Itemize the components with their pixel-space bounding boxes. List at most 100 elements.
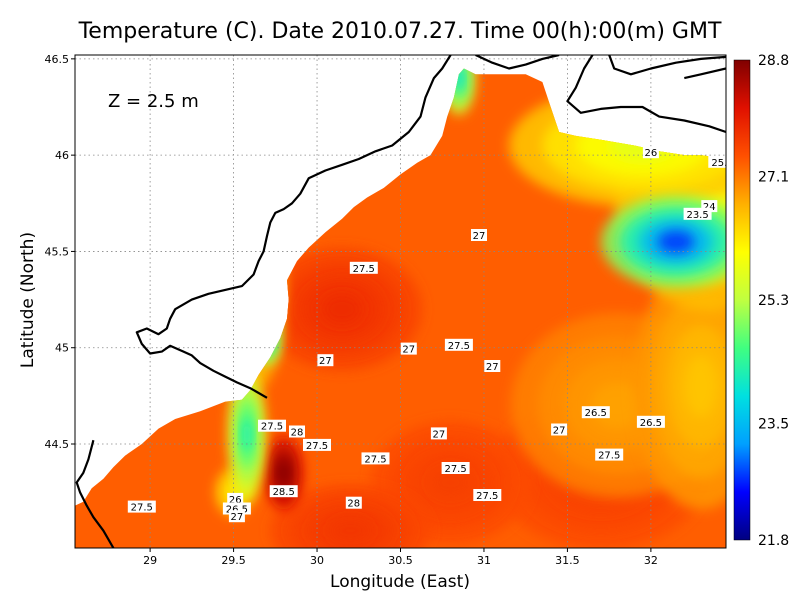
- contour-label: 27.5: [131, 503, 153, 514]
- contour-label: 25.: [711, 158, 727, 169]
- x-tick-label: 29: [143, 554, 157, 567]
- contour-label: 27.5: [476, 491, 498, 502]
- contour-label-background: [581, 406, 610, 419]
- contour-label-background: [227, 492, 244, 505]
- contour-label-background: [127, 500, 156, 513]
- contour-label: 27: [402, 345, 415, 356]
- temperature-anomaly: [322, 293, 363, 325]
- contour-label: 28: [291, 428, 304, 439]
- contour-label-background: [289, 425, 305, 438]
- coastline-segment: [566, 55, 726, 134]
- y-axis-label: Latitude (North): [18, 232, 38, 368]
- contour-label-background: [484, 360, 501, 372]
- x-tick-label: 31.5: [555, 554, 580, 567]
- temperature-anomaly: [430, 467, 471, 498]
- y-tick-label: 45.5: [45, 245, 70, 258]
- x-tick-label: 30: [310, 554, 324, 567]
- x-tick-label: 31: [477, 554, 491, 567]
- contour-label-background: [551, 423, 568, 436]
- contour-label: 27: [433, 429, 446, 440]
- y-tick-label: 46: [55, 149, 69, 162]
- temperature-anomaly: [330, 519, 371, 543]
- coastline-segment: [135, 55, 452, 399]
- contour-label: 27: [231, 512, 244, 523]
- contour-label: 23.5: [686, 210, 708, 221]
- y-tick-label: 45: [55, 342, 69, 355]
- colorbar-tick-label: 28.8: [758, 53, 789, 69]
- y-axis-ticks: 44.5 45 45.5 46 46.5: [45, 53, 75, 451]
- contour-label-background: [317, 354, 334, 367]
- contour-label-background: [400, 342, 417, 355]
- colorbar-ticks: 28.8 27.1 25.3 23.5 21.8: [758, 53, 789, 549]
- contour-label-background: [269, 485, 298, 498]
- contour-label-background: [258, 419, 286, 432]
- temperature-anomaly: [278, 463, 289, 483]
- contour-label: 27: [473, 231, 486, 242]
- temperature-anomaly: [253, 310, 281, 366]
- contour-label: 27.5: [448, 341, 470, 352]
- contour-label: 26: [645, 148, 658, 159]
- temperature-anomaly: [242, 417, 252, 452]
- contour-label: 27.5: [306, 441, 328, 452]
- temperature-anomaly: [684, 355, 718, 418]
- colorbar-tick-label: 27.1: [758, 170, 789, 186]
- contour-label: 26: [229, 495, 242, 506]
- contour-label: 27.5: [598, 451, 620, 462]
- contour-label: 26.5: [585, 408, 607, 419]
- temperature-anomaly: [657, 230, 695, 254]
- contour-label-background: [708, 155, 731, 168]
- temperature-anomaly: [256, 317, 277, 359]
- y-tick-label: 44.5: [45, 438, 70, 451]
- coastline-segment: [684, 67, 726, 80]
- temperature-anomaly: [231, 172, 286, 389]
- colorbar-tick-label: 21.8: [758, 533, 789, 549]
- depth-label: Z = 2.5 m: [108, 91, 199, 112]
- contour-label-background: [683, 207, 712, 220]
- contour-label: 27.5: [261, 422, 283, 433]
- grid-lines: [75, 55, 726, 548]
- temperature-anomaly: [454, 68, 463, 88]
- x-axis-label: Longitude (East): [330, 572, 470, 592]
- contour-label-background: [441, 462, 470, 474]
- contour-label: 27.5: [353, 264, 375, 275]
- coastline-segment: [608, 55, 726, 76]
- temperature-anomaly: [260, 324, 274, 352]
- x-tick-label: 32: [644, 554, 658, 567]
- contour-label-background: [361, 452, 390, 465]
- temperature-anomaly: [238, 199, 279, 362]
- temperature-anomaly: [575, 114, 710, 177]
- contour-label-background: [349, 261, 378, 274]
- coastline: [75, 55, 726, 548]
- contour-label-background: [303, 438, 331, 451]
- contour-label: 27.5: [444, 464, 466, 475]
- contour-label: 27: [486, 362, 499, 373]
- contour-label-background: [345, 496, 362, 509]
- contour-label-background: [471, 229, 487, 241]
- contour-label: 27: [553, 426, 566, 437]
- coastline-segment: [75, 439, 115, 548]
- x-axis-ticks: 29 29.5 30 30.5 31 31.5 32: [143, 548, 658, 567]
- coastline-segment: [475, 55, 560, 70]
- colorbar: [733, 59, 751, 541]
- contour-label: 28.5: [273, 487, 295, 498]
- contour-label: 27: [319, 356, 332, 367]
- colorbar-tick-label: 25.3: [758, 293, 789, 309]
- contour-label-background: [595, 448, 624, 461]
- temperature-anomaly: [609, 130, 676, 161]
- contour-label: 26.5: [226, 505, 248, 516]
- contour-label-background: [473, 489, 502, 501]
- contour-label-background: [444, 338, 473, 351]
- contour-label-background: [642, 146, 659, 159]
- contour-label-background: [228, 510, 245, 523]
- contour-label-background: [636, 415, 665, 428]
- chart-title: Temperature (C). Date 2010.07.27. Time 0…: [78, 19, 722, 44]
- contour-label: 24: [703, 202, 716, 213]
- x-tick-label: 29.5: [221, 554, 246, 567]
- contour-label: 26.5: [640, 418, 662, 429]
- contour-label: 27.5: [364, 454, 386, 465]
- contour-label: 28: [347, 499, 360, 510]
- colorbar-tick-label: 23.5: [758, 416, 789, 432]
- y-tick-label: 46.5: [45, 53, 70, 66]
